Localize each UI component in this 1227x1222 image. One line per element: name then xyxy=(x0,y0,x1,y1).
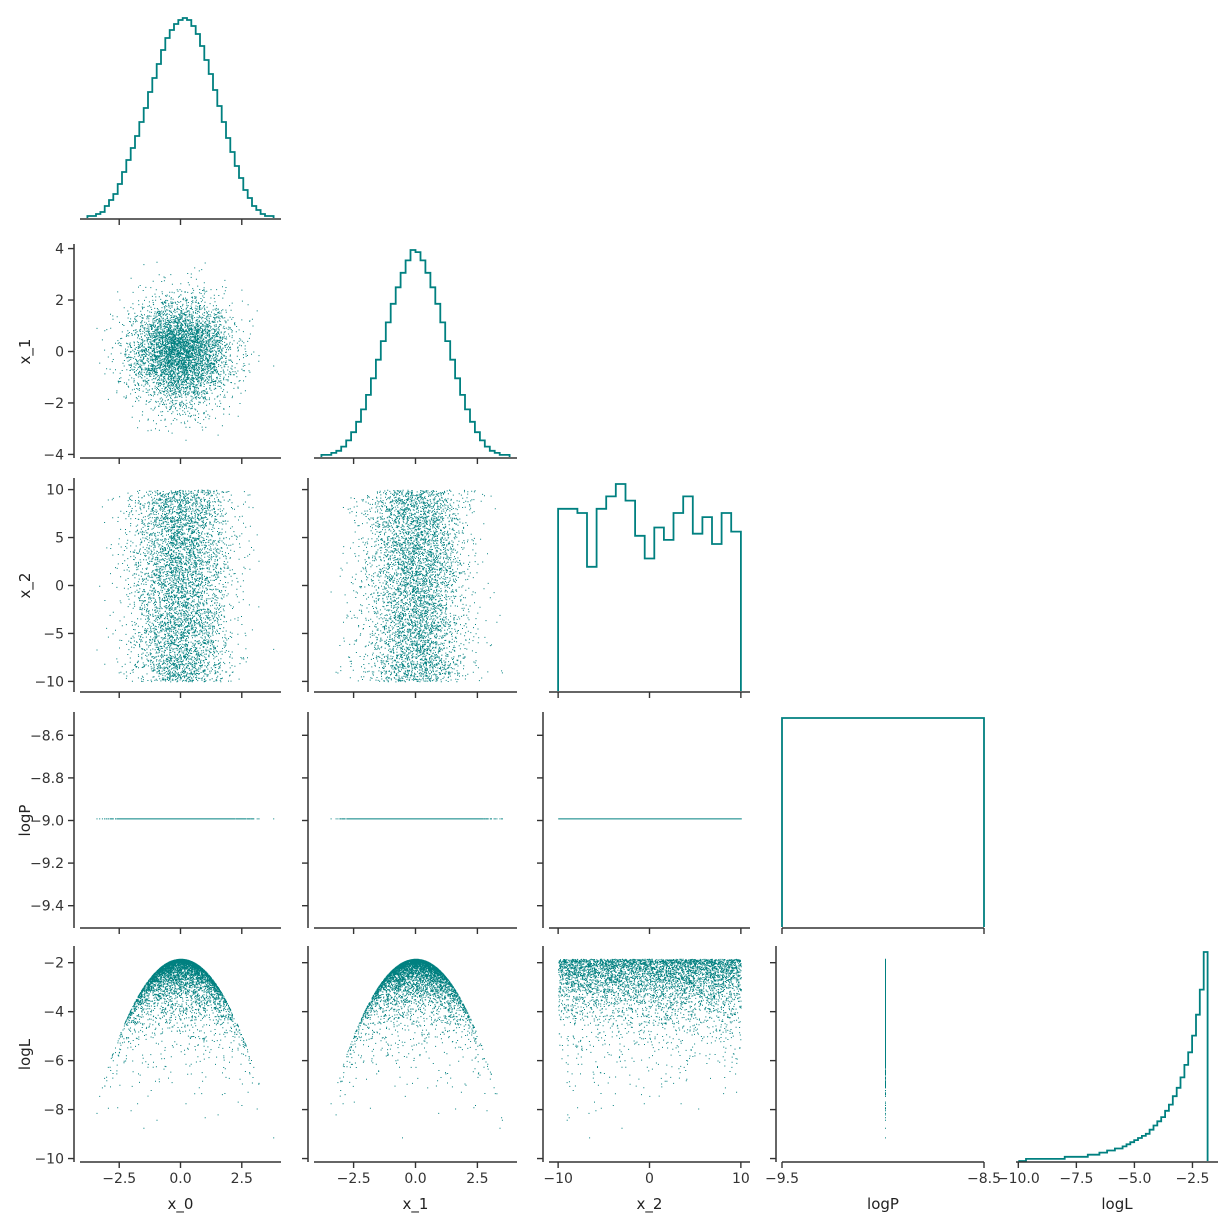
axes-3-3 xyxy=(781,927,985,934)
y-tick-label: 4 xyxy=(55,242,64,258)
scatter-x_0-logL xyxy=(96,958,275,1139)
y-axis-label-x_2: x_2 xyxy=(16,573,35,599)
scatter-x_2-logP xyxy=(558,818,742,820)
y-tick-label: −10 xyxy=(34,674,64,690)
axes-2-0: −10 −5 0 5 10 xyxy=(34,478,281,698)
x-tick-label: −2.5 xyxy=(102,1171,136,1187)
y-tick-label: −2 xyxy=(43,956,64,972)
histogram-x_2 xyxy=(557,483,742,691)
y-tick-label: −2 xyxy=(43,396,64,412)
x-tick-label: 0.0 xyxy=(169,1171,191,1187)
y-tick-label: −8 xyxy=(43,1103,64,1119)
x-axis-label-logL: logL xyxy=(1101,1195,1133,1213)
y-tick-label: −4 xyxy=(43,447,64,463)
panels-layer xyxy=(86,17,1209,1162)
scatter-x_2-logL xyxy=(558,958,742,1139)
scatter-x_1-logP xyxy=(330,818,503,820)
x-tick-label: −2.5 xyxy=(337,1171,371,1187)
y-axis-label-logL: logL xyxy=(16,1038,34,1070)
x-tick-label: −5.0 xyxy=(1117,1171,1151,1187)
scatter-x_1-logL xyxy=(330,958,503,1139)
axes-layer: −4 −2 0 2 4 −10 −5 0 5 10 −9.4 −9.2 −9.0 −8.8 −8.6 −2.5… xyxy=(30,218,1218,1187)
scatter-points xyxy=(330,489,503,683)
axes-2-1 xyxy=(302,478,517,698)
y-tick-label: −8.6 xyxy=(30,728,64,744)
x-tick-label: −2.5 xyxy=(1175,1171,1209,1187)
axes-0-0 xyxy=(80,218,281,225)
x-tick-label: −10 xyxy=(543,1171,573,1187)
y-tick-label: 2 xyxy=(55,293,64,309)
axes-4-1: −2.5 0.0 2.5 xyxy=(302,946,517,1187)
scatter-logP-logL xyxy=(885,958,886,1139)
x-tick-label: −8.5 xyxy=(967,1171,1001,1187)
scatter-points xyxy=(96,261,275,441)
x-tick-label: −10.0 xyxy=(997,1171,1040,1187)
x-axis-label-x_0: x_0 xyxy=(168,1195,194,1214)
axes-3-0: −9.4 −9.2 −9.0 −8.8 −8.6 xyxy=(30,712,281,934)
y-tick-label: −5 xyxy=(43,626,64,642)
scatter-points xyxy=(330,958,503,1139)
y-tick-label: 5 xyxy=(55,531,64,547)
scatter-x_0-x_1 xyxy=(96,261,275,441)
y-tick-label: −9.0 xyxy=(30,814,64,830)
histogram-x_0 xyxy=(86,17,275,218)
axes-4-3: −9.5 −8.5 xyxy=(765,946,1001,1187)
y-tick-label: −4 xyxy=(43,1005,64,1021)
y-tick-label: −6 xyxy=(43,1054,64,1070)
axes-3-1 xyxy=(302,712,517,934)
x-tick-label: −9.5 xyxy=(765,1171,799,1187)
scatter-points xyxy=(558,818,742,820)
y-tick-label: −8.8 xyxy=(30,771,64,787)
scatter-points xyxy=(885,958,886,1139)
x-axis-label-x_2: x_2 xyxy=(637,1195,663,1214)
x-tick-label: 0.0 xyxy=(404,1171,426,1187)
axes-3-2 xyxy=(537,712,750,934)
histogram-x_1 xyxy=(320,249,511,457)
x-tick-label: −7.5 xyxy=(1059,1171,1093,1187)
y-tick-label: 0 xyxy=(55,345,64,361)
scatter-x_0-x_2 xyxy=(96,489,275,683)
x-tick-label: 10 xyxy=(732,1171,750,1187)
x-axis-label-x_1: x_1 xyxy=(403,1195,429,1214)
scatter-points xyxy=(558,958,742,1139)
axes-4-0: −2.5 0.0 2.5 −10 −8 −6 −4 −2 xyxy=(34,946,281,1187)
x-tick-label: 2.5 xyxy=(231,1171,253,1187)
axes-1-0: −4 −2 0 2 4 xyxy=(43,242,281,464)
scatter-points xyxy=(96,489,275,683)
labels-layer: x_0 x_1 x_2 logP logL x_1 x_2 logP logL xyxy=(16,339,1133,1214)
axes-4-4: −10.0 −7.5 −5.0 −2.5 xyxy=(997,1161,1218,1187)
axes-4-2: −10 0 10 xyxy=(537,946,750,1187)
y-tick-label: −10 xyxy=(34,1152,64,1168)
scatter-points xyxy=(96,818,275,820)
y-tick-label: 0 xyxy=(55,579,64,595)
x-tick-label: 0 xyxy=(645,1171,654,1187)
histogram-logP xyxy=(781,717,985,927)
y-axis-label-logP: logP xyxy=(16,805,34,837)
y-tick-label: 10 xyxy=(46,483,64,499)
scatter-x_0-logP xyxy=(96,818,275,820)
y-tick-label: −9.2 xyxy=(30,856,64,872)
axes-1-1 xyxy=(314,457,517,464)
scatter-x_1-x_2 xyxy=(330,489,503,683)
scatter-points xyxy=(330,818,503,820)
histogram-logL xyxy=(1018,951,1209,1162)
axes-2-2 xyxy=(549,691,750,698)
y-axis-label-x_1: x_1 xyxy=(16,339,35,365)
x-tick-label: 2.5 xyxy=(466,1171,488,1187)
scatter-points xyxy=(96,958,275,1139)
x-axis-label-logP: logP xyxy=(867,1195,899,1213)
y-tick-label: −9.4 xyxy=(30,899,64,915)
